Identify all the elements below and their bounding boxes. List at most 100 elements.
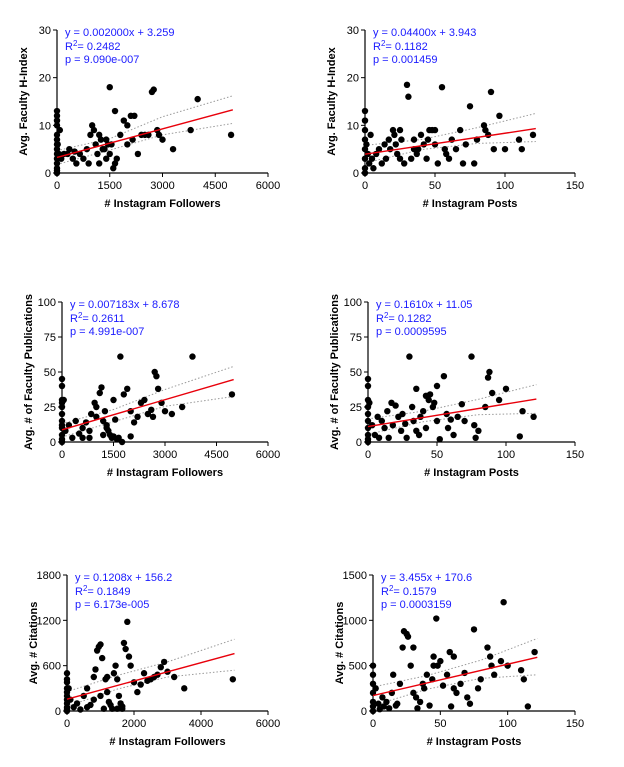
data-point (54, 141, 61, 148)
data-point (127, 433, 134, 440)
data-point (150, 86, 157, 93)
data-point (56, 126, 64, 134)
x-tick-label: 4500 (204, 449, 228, 461)
data-point (405, 93, 412, 100)
y-tick-label: 50 (44, 367, 56, 379)
x-tick-label: 6000 (256, 718, 280, 730)
data-point (137, 681, 144, 688)
data-point (438, 84, 446, 91)
y-tick-label: 1800 (37, 570, 61, 582)
data-point (529, 131, 537, 139)
data-point (364, 375, 372, 383)
data-point (363, 141, 370, 148)
data-point (100, 705, 108, 712)
data-point (97, 692, 104, 700)
data-point (396, 680, 404, 687)
y-tick-label: 600 (43, 661, 61, 673)
panel-publications-vs-posts: 0 50 100 150 0 25 50 75 100 # Instagram Posts Avg.… (329, 294, 584, 479)
data-point (416, 698, 424, 706)
data-point (149, 413, 157, 420)
data-point (364, 382, 372, 390)
x-axis-label: # Instagram Posts (423, 198, 518, 210)
data-point (420, 408, 427, 415)
data-point (462, 141, 469, 148)
data-point (117, 131, 124, 139)
data-point (87, 410, 95, 418)
data-point (385, 136, 392, 143)
data-point (385, 705, 393, 712)
data-point (90, 126, 98, 134)
data-point (417, 131, 425, 139)
data-point (396, 155, 404, 162)
x-tick-label: 0 (59, 449, 65, 461)
data-point (113, 155, 120, 162)
equation-label: y = 0.007183x + 8.678 (70, 299, 179, 311)
data-point (228, 391, 236, 398)
data-point (369, 671, 377, 678)
p-value-label: p = 0.001459 (373, 54, 438, 66)
data-point (53, 131, 61, 139)
x-tick-label: 50 (429, 180, 441, 192)
data-point (403, 434, 410, 441)
y-tick-label: 25 (44, 402, 56, 414)
y-tick-label: 1000 (343, 615, 367, 627)
data-point (106, 150, 113, 158)
data-point (420, 685, 428, 692)
equation-label: y = 0.1208x + 156.2 (75, 572, 172, 584)
data-point (410, 136, 418, 143)
y-axis-label: Avg. # of Faculty Publications (329, 294, 341, 450)
y-tick-label: 10 (39, 120, 51, 132)
data-point (491, 671, 498, 678)
data-point (423, 671, 431, 678)
data-point (500, 599, 507, 606)
y-tick-label: 0 (50, 437, 56, 449)
y-tick-label: 25 (350, 402, 362, 414)
data-point (72, 417, 79, 425)
equation-label: y = 0.1610x + 11.05 (376, 299, 472, 311)
panel-h-index-vs-followers: 0 1500 3000 4500 6000 0 10 20 30 # Instagram Foll… (18, 25, 280, 210)
equation-label: y = 3.455x + 170.6 (381, 572, 472, 584)
data-point (53, 112, 61, 120)
regression-line (66, 652, 235, 700)
data-point (520, 676, 528, 683)
data-point (477, 676, 484, 683)
data-point (445, 155, 453, 162)
x-axis-label: # Instagram Followers (104, 198, 220, 210)
data-point (111, 107, 119, 115)
data-point (103, 136, 110, 143)
data-point (466, 700, 474, 707)
data-point (466, 103, 474, 110)
y-tick-label: 0 (353, 168, 359, 180)
data-point (58, 403, 66, 411)
x-tick-label: 50 (434, 718, 446, 730)
data-point (229, 676, 237, 683)
data-point (361, 155, 369, 162)
x-tick-label: 0 (362, 180, 368, 192)
y-tick-label: 50 (350, 367, 362, 379)
data-point (114, 676, 121, 683)
data-point (403, 81, 411, 89)
y-axis-label: Avg. # of Faculty Publications (23, 294, 35, 450)
data-point (86, 434, 93, 441)
data-point (368, 155, 376, 162)
x-axis-label: # Instagram Followers (109, 736, 225, 748)
p-value-label: p = 6.173e-005 (75, 599, 149, 611)
data-point (482, 126, 489, 134)
data-point (468, 353, 475, 360)
data-point (431, 399, 438, 406)
data-point (130, 419, 138, 426)
data-point (189, 353, 196, 360)
data-point (384, 408, 391, 415)
data-point (398, 136, 405, 143)
data-point (110, 670, 118, 677)
p-value-label: p = 0.0003159 (381, 599, 452, 611)
data-point (450, 653, 457, 660)
x-tick-label: 6000 (256, 449, 280, 461)
data-point (101, 145, 108, 153)
data-point (413, 385, 420, 392)
data-point (378, 160, 385, 167)
data-point (516, 433, 523, 440)
data-point (53, 167, 61, 174)
data-point (454, 413, 461, 420)
data-point (399, 410, 406, 418)
